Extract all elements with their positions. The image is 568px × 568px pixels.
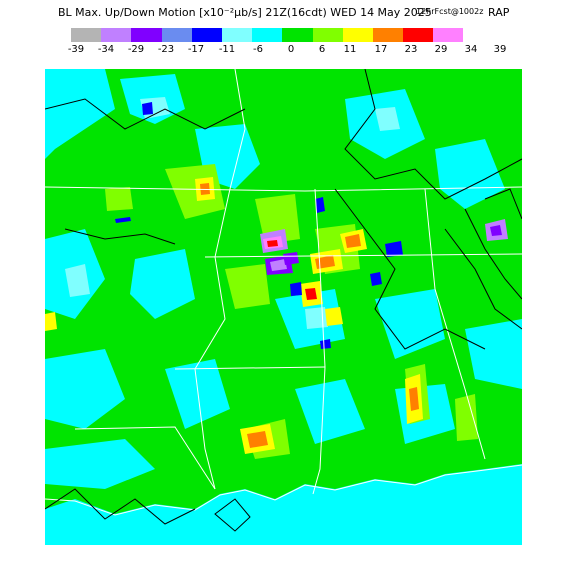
state-boundary-line — [424, 188, 486, 460]
title-text: BL Max. Up/Down Motion [x10⁻²µb/s] 21Z(1… — [58, 6, 432, 19]
state-boundary-line — [312, 188, 326, 495]
field-region — [315, 197, 325, 213]
legend-swatch — [282, 28, 313, 42]
legend-label: -23 — [157, 44, 175, 55]
contour-line — [334, 188, 486, 350]
field-region — [320, 339, 331, 349]
legend-swatch — [71, 28, 102, 42]
legend-swatch — [403, 28, 434, 42]
field-region — [45, 312, 57, 331]
field-region — [370, 272, 382, 286]
contour-line — [45, 98, 246, 130]
contour-line — [214, 498, 251, 532]
field-region — [490, 225, 502, 236]
field-region — [115, 217, 131, 223]
legend-label: -17 — [187, 44, 205, 55]
legend-swatch — [312, 28, 343, 42]
legend-swatch — [433, 28, 464, 42]
legend-label: 34 — [464, 44, 478, 55]
contour-line — [344, 69, 522, 200]
cyan-regions — [45, 69, 522, 489]
field-region — [435, 139, 505, 209]
state-boundaries — [45, 69, 522, 516]
legend-swatch — [101, 28, 132, 42]
cool-cells — [115, 102, 508, 349]
field-region — [165, 359, 230, 429]
contour-line — [64, 228, 176, 245]
field-region — [225, 264, 270, 309]
legend-label: 39 — [493, 44, 507, 55]
field-region — [375, 107, 400, 131]
contour-line — [484, 188, 522, 220]
contour-line — [464, 208, 522, 300]
field-region — [290, 282, 302, 296]
legend-label: -6 — [253, 44, 263, 55]
field-region — [45, 349, 125, 429]
contour-line — [444, 228, 522, 330]
field-region — [65, 264, 90, 297]
field-region — [305, 307, 328, 329]
legend-label: 0 — [287, 44, 295, 55]
field-region — [409, 387, 419, 411]
legend-swatch — [342, 28, 373, 42]
model-name: RAP — [488, 6, 510, 19]
state-boundary-line — [45, 464, 522, 516]
legend-swatch — [221, 28, 253, 42]
legend-swatch — [191, 28, 222, 42]
color-legend — [71, 28, 464, 42]
legend-label: 23 — [404, 44, 418, 55]
field-region — [385, 241, 403, 257]
legend-swatch — [372, 28, 404, 42]
field-region — [45, 439, 155, 489]
legend-swatch — [252, 28, 283, 42]
field-region — [45, 69, 115, 159]
legend-swatch — [131, 28, 162, 42]
field-region — [283, 252, 299, 265]
legend-label: 29 — [434, 44, 448, 55]
legend-label: -29 — [127, 44, 145, 55]
warm-cells — [45, 177, 423, 454]
contour-line — [45, 488, 196, 525]
field-region — [247, 431, 268, 448]
field-region — [270, 259, 287, 271]
state-boundary-line — [74, 426, 216, 490]
state-boundary-line — [194, 69, 246, 490]
state-boundary-line — [45, 186, 522, 192]
legend-swatch — [161, 28, 192, 42]
field-region — [345, 234, 361, 248]
motion-map — [45, 69, 522, 545]
gulf-ocean — [45, 464, 522, 545]
field-region — [305, 288, 317, 300]
field-region — [255, 194, 300, 244]
legend-label: -39 — [67, 44, 85, 55]
legend-label: 11 — [343, 44, 357, 55]
contour-lines — [45, 69, 522, 532]
legend-label: -11 — [218, 44, 236, 55]
state-boundary-line — [204, 253, 522, 258]
field-region — [295, 379, 365, 444]
field-region — [105, 187, 133, 211]
legend-label: 17 — [374, 44, 388, 55]
field-region — [142, 102, 153, 115]
field-region — [267, 240, 278, 247]
legend-label: 6 — [318, 44, 326, 55]
field-region — [465, 319, 522, 389]
state-boundary-line — [174, 366, 326, 370]
field-region — [455, 394, 478, 441]
legend-labels: -39 -34 -29 -23 -17 -11 -6 0 6 11 17 23 29 34 39 — [0, 44, 568, 58]
field-region — [130, 249, 195, 319]
field-region — [325, 307, 343, 326]
forecast-source: 12hrFcst@1002z — [416, 7, 484, 16]
field-region — [375, 289, 445, 359]
legend-label: -34 — [97, 44, 115, 55]
